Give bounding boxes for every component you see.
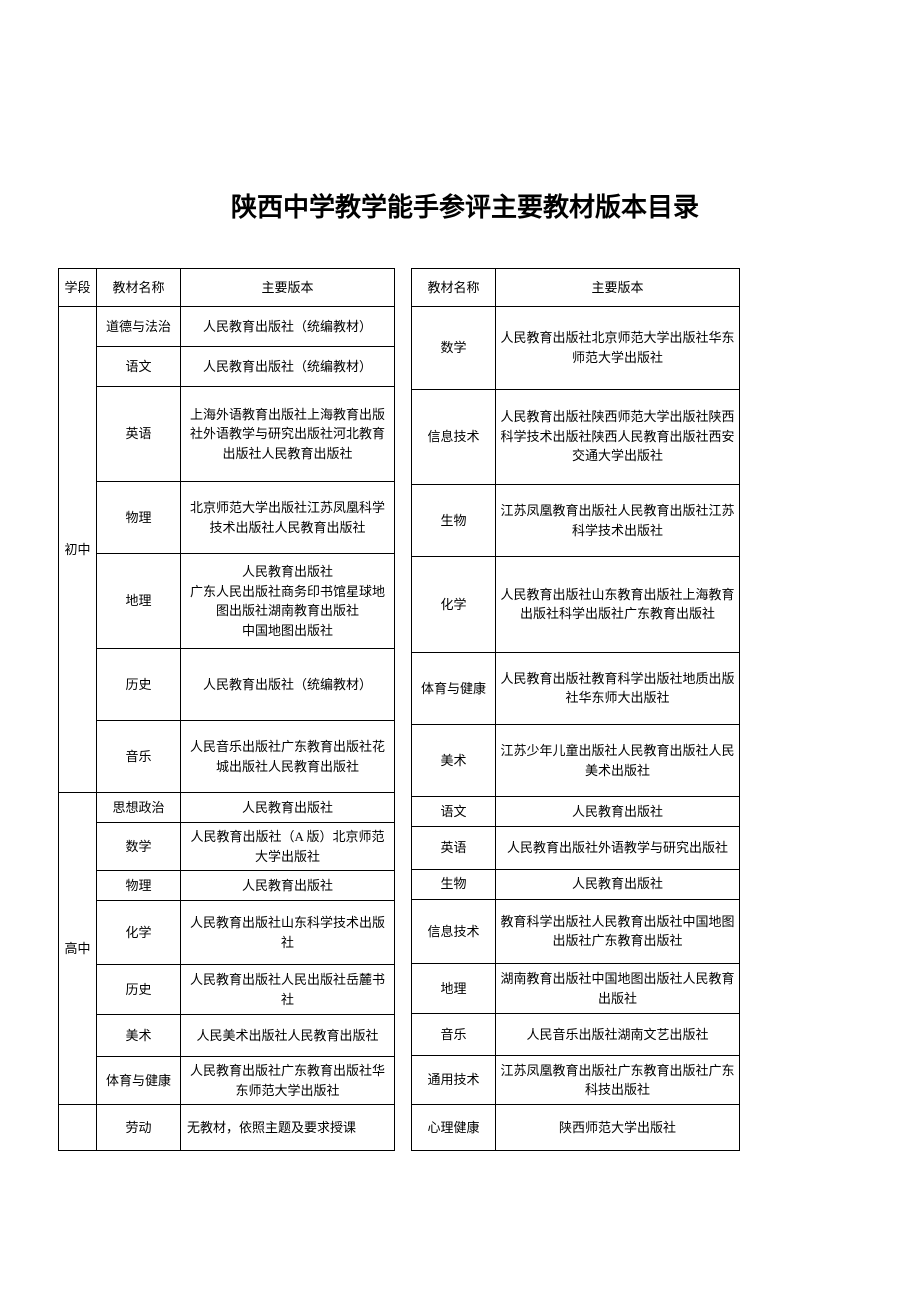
header-edition: 主要版本 <box>181 269 395 307</box>
edition-cell: 江苏少年儿童出版社人民教育出版社人民美术出版社 <box>496 725 740 797</box>
subject-cell: 英语 <box>412 827 496 869</box>
header-stage: 学段 <box>59 269 97 307</box>
edition-cell: 人民教育出版社北京师范大学出版社华东师范大学出版社 <box>496 307 740 389</box>
subject-cell: 生物 <box>412 869 496 899</box>
header-edition: 主要版本 <box>496 269 740 307</box>
edition-cell: 人民教育出版社 <box>181 871 395 901</box>
edition-cell: 人民教育出版社（A 版）北京师范大学出版社 <box>181 823 395 871</box>
page-title: 陕西中学教学能手参评主要教材版本目录 <box>58 187 872 224</box>
stage-high: 高中 <box>59 793 97 1105</box>
edition-cell: 湖南教育出版社中国地图出版社人民教育出版社 <box>496 964 740 1014</box>
subject-cell: 音乐 <box>97 721 181 793</box>
edition-cell: 人民美术出版社人民教育出版社 <box>181 1015 395 1057</box>
subject-cell: 数学 <box>412 307 496 389</box>
subject-cell: 体育与健康 <box>97 1057 181 1105</box>
subject-cell: 信息技术 <box>412 899 496 963</box>
tables-container: 学段 教材名称 主要版本 初中 道德与法治 人民教育出版社（统编教材） 语文 人… <box>58 268 872 1151</box>
subject-cell: 劳动 <box>97 1105 181 1151</box>
edition-cell: 人民教育出版社外语教学与研究出版社 <box>496 827 740 869</box>
subject-cell: 通用技术 <box>412 1056 496 1104</box>
edition-cell: 江苏凤凰教育出版社人民教育出版社江苏科学技术出版社 <box>496 484 740 556</box>
edition-cell: 北京师范大学出版社江苏凤凰科学技术出版社人民教育出版社 <box>181 482 395 554</box>
stage-middle: 初中 <box>59 307 97 793</box>
subject-cell: 美术 <box>97 1015 181 1057</box>
edition-cell: 人民教育出版社（统编教材） <box>181 307 395 347</box>
edition-cell: 人民教育出版社 <box>181 793 395 823</box>
subject-cell: 心理健康 <box>412 1104 496 1150</box>
subject-cell: 英语 <box>97 387 181 482</box>
edition-cell: 人民教育出版社陕西师范大学出版社陕西科学技术出版社陕西人民教育出版社西安交通大学… <box>496 389 740 484</box>
subject-cell: 道德与法治 <box>97 307 181 347</box>
edition-cell: 人民教育出版社（统编教材） <box>181 649 395 721</box>
subject-cell: 信息技术 <box>412 389 496 484</box>
subject-cell: 历史 <box>97 649 181 721</box>
subject-cell: 数学 <box>97 823 181 871</box>
edition-cell: 人民音乐出版社湖南文艺出版社 <box>496 1014 740 1056</box>
subject-cell: 语文 <box>412 797 496 827</box>
subject-cell: 音乐 <box>412 1014 496 1056</box>
subject-cell: 思想政治 <box>97 793 181 823</box>
left-table: 学段 教材名称 主要版本 初中 道德与法治 人民教育出版社（统编教材） 语文 人… <box>58 268 395 1151</box>
edition-cell: 人民教育出版社 广东人民出版社商务印书馆星球地图出版社湖南教育出版社 中国地图出… <box>181 554 395 649</box>
edition-cell: 人民教育出版社山东科学技术出版社 <box>181 901 395 965</box>
edition-cell: 人民教育出版社广东教育出版社华东师范大学出版社 <box>181 1057 395 1105</box>
subject-cell: 历史 <box>97 965 181 1015</box>
subject-cell: 地理 <box>97 554 181 649</box>
edition-cell: 人民教育出版社 <box>496 797 740 827</box>
edition-cell: 人民教育出版社教育科学出版社地质出版社华东师大出版社 <box>496 652 740 724</box>
stage-empty <box>59 1105 97 1151</box>
edition-cell: 无教材，依照主题及要求授课 <box>181 1105 395 1151</box>
subject-cell: 物理 <box>97 482 181 554</box>
subject-cell: 美术 <box>412 725 496 797</box>
right-table: 教材名称 主要版本 数学 人民教育出版社北京师范大学出版社华东师范大学出版社 信… <box>411 268 740 1151</box>
edition-cell: 陕西师范大学出版社 <box>496 1104 740 1150</box>
edition-cell: 人民教育出版社 <box>496 869 740 899</box>
edition-cell: 人民音乐出版社广东教育出版社花城出版社人民教育出版社 <box>181 721 395 793</box>
edition-cell: 上海外语教育出版社上海教育出版社外语教学与研究出版社河北教育出版社人民教育出版社 <box>181 387 395 482</box>
header-subject: 教材名称 <box>412 269 496 307</box>
subject-cell: 体育与健康 <box>412 652 496 724</box>
edition-cell: 教育科学出版社人民教育出版社中国地图出版社广东教育出版社 <box>496 899 740 963</box>
subject-cell: 化学 <box>97 901 181 965</box>
subject-cell: 物理 <box>97 871 181 901</box>
subject-cell: 生物 <box>412 484 496 556</box>
subject-cell: 语文 <box>97 347 181 387</box>
header-subject: 教材名称 <box>97 269 181 307</box>
subject-cell: 化学 <box>412 557 496 652</box>
edition-cell: 人民教育出版社人民出版社岳麓书社 <box>181 965 395 1015</box>
subject-cell: 地理 <box>412 964 496 1014</box>
edition-cell: 人民教育出版社山东教育出版社上海教育出版社科学出版社广东教育出版社 <box>496 557 740 652</box>
edition-cell: 人民教育出版社（统编教材） <box>181 347 395 387</box>
edition-cell: 江苏凤凰教育出版社广东教育出版社广东科技出版社 <box>496 1056 740 1104</box>
